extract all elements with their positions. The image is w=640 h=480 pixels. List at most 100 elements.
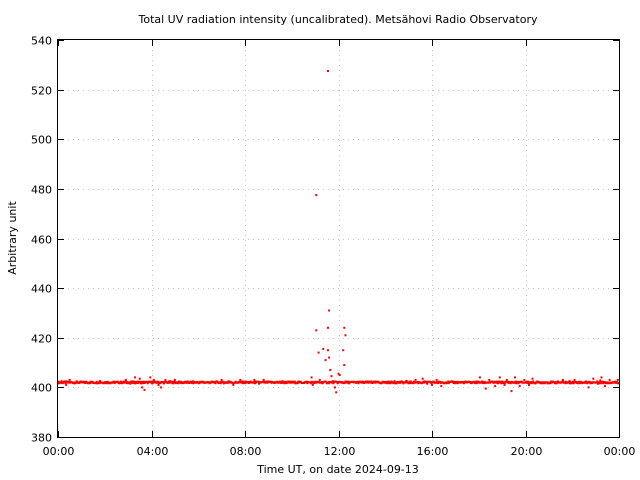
data-point bbox=[322, 347, 325, 350]
data-point bbox=[220, 378, 223, 381]
y-tick-label: 420 bbox=[31, 333, 52, 346]
data-point bbox=[327, 70, 329, 72]
y-tick-label: 460 bbox=[31, 234, 52, 247]
data-point bbox=[523, 378, 526, 381]
data-point bbox=[480, 381, 483, 384]
data-point bbox=[315, 329, 318, 332]
data-point bbox=[343, 364, 346, 366]
data-point bbox=[258, 382, 260, 385]
data-point bbox=[60, 380, 63, 383]
data-point bbox=[253, 378, 256, 381]
data-point bbox=[608, 378, 611, 381]
data-point bbox=[124, 378, 127, 381]
x-tick-label: 00:00 bbox=[604, 445, 636, 458]
data-point bbox=[331, 380, 334, 383]
data-point bbox=[164, 378, 167, 381]
data-point bbox=[173, 378, 176, 381]
y-tick-label: 380 bbox=[31, 432, 52, 445]
x-axis-ticks: 00:00 04:00 08:00 12:00 16:00 20:00 00:00 bbox=[43, 40, 636, 458]
data-point bbox=[149, 376, 152, 379]
data-point bbox=[561, 378, 564, 381]
data-point bbox=[494, 385, 497, 388]
data-point bbox=[343, 326, 346, 329]
x-axis-label: Time UT, on date 2024-09-13 bbox=[256, 463, 419, 476]
data-point bbox=[337, 372, 340, 375]
data-point bbox=[370, 380, 373, 383]
data-point bbox=[317, 351, 320, 354]
x-tick-label: 16:00 bbox=[417, 445, 449, 458]
data-point bbox=[281, 380, 284, 383]
data-point bbox=[152, 378, 155, 381]
data-point bbox=[514, 376, 516, 379]
data-point bbox=[414, 378, 417, 381]
data-point bbox=[262, 378, 265, 381]
y-tick-label: 400 bbox=[31, 382, 52, 395]
data-point bbox=[297, 380, 300, 383]
data-point bbox=[342, 349, 345, 352]
data-point bbox=[157, 383, 160, 386]
data-point bbox=[134, 376, 137, 379]
data-point bbox=[488, 378, 491, 381]
data-point bbox=[328, 356, 331, 359]
data-point bbox=[318, 378, 321, 381]
data-point bbox=[344, 334, 347, 337]
data-point bbox=[613, 381, 616, 384]
data-point bbox=[531, 377, 534, 380]
x-tick-label: 08:00 bbox=[230, 445, 262, 458]
data-point bbox=[315, 194, 318, 197]
data-point bbox=[159, 386, 162, 389]
data-point bbox=[246, 381, 249, 384]
data-point bbox=[338, 374, 341, 376]
data-point bbox=[503, 383, 506, 386]
data-point bbox=[327, 349, 329, 352]
data-point bbox=[510, 390, 513, 393]
y-tick-label: 540 bbox=[31, 35, 52, 48]
data-point bbox=[335, 391, 338, 394]
data-point bbox=[393, 380, 396, 383]
data-point bbox=[505, 378, 508, 381]
data-point bbox=[498, 376, 501, 379]
data-point bbox=[600, 376, 603, 379]
y-axis-ticks: 380 400 420 440 460 480 500 520 540 bbox=[31, 35, 619, 445]
data-point bbox=[334, 386, 336, 389]
data-point bbox=[141, 386, 144, 389]
data-point bbox=[232, 383, 235, 386]
x-tick-label: 12:00 bbox=[324, 445, 356, 458]
data-point bbox=[328, 309, 331, 312]
data-point bbox=[478, 376, 481, 379]
data-point bbox=[587, 386, 590, 389]
data-point bbox=[440, 385, 443, 388]
y-tick-label: 440 bbox=[31, 283, 52, 296]
x-tick-label: 04:00 bbox=[137, 445, 169, 458]
data-point bbox=[227, 380, 230, 383]
data-point bbox=[99, 379, 102, 382]
gridlines bbox=[58, 40, 619, 437]
data-point bbox=[327, 326, 329, 329]
data-point bbox=[169, 380, 172, 383]
y-tick-label: 500 bbox=[31, 134, 52, 147]
chart-title: Total UV radiation intensity (uncalibrat… bbox=[138, 13, 538, 26]
data-point bbox=[568, 380, 571, 383]
data-point bbox=[597, 382, 599, 385]
data-point bbox=[310, 376, 313, 379]
data-point bbox=[484, 387, 487, 390]
data-point bbox=[239, 378, 242, 381]
data-point bbox=[518, 385, 521, 388]
data-point bbox=[329, 369, 332, 371]
data-point bbox=[528, 383, 530, 386]
data-point bbox=[330, 375, 333, 378]
data-point bbox=[604, 385, 606, 388]
data-point bbox=[129, 382, 132, 385]
data-point bbox=[65, 383, 68, 386]
data-point bbox=[324, 359, 327, 362]
data-point bbox=[421, 377, 424, 380]
plot-frame bbox=[57, 39, 620, 438]
x-tick-label: 20:00 bbox=[511, 445, 543, 458]
data-point bbox=[143, 388, 146, 391]
data-point bbox=[616, 378, 619, 381]
y-tick-label: 480 bbox=[31, 184, 52, 197]
y-tick-label: 520 bbox=[31, 85, 52, 98]
data-point bbox=[68, 378, 71, 381]
data-point bbox=[311, 383, 314, 386]
